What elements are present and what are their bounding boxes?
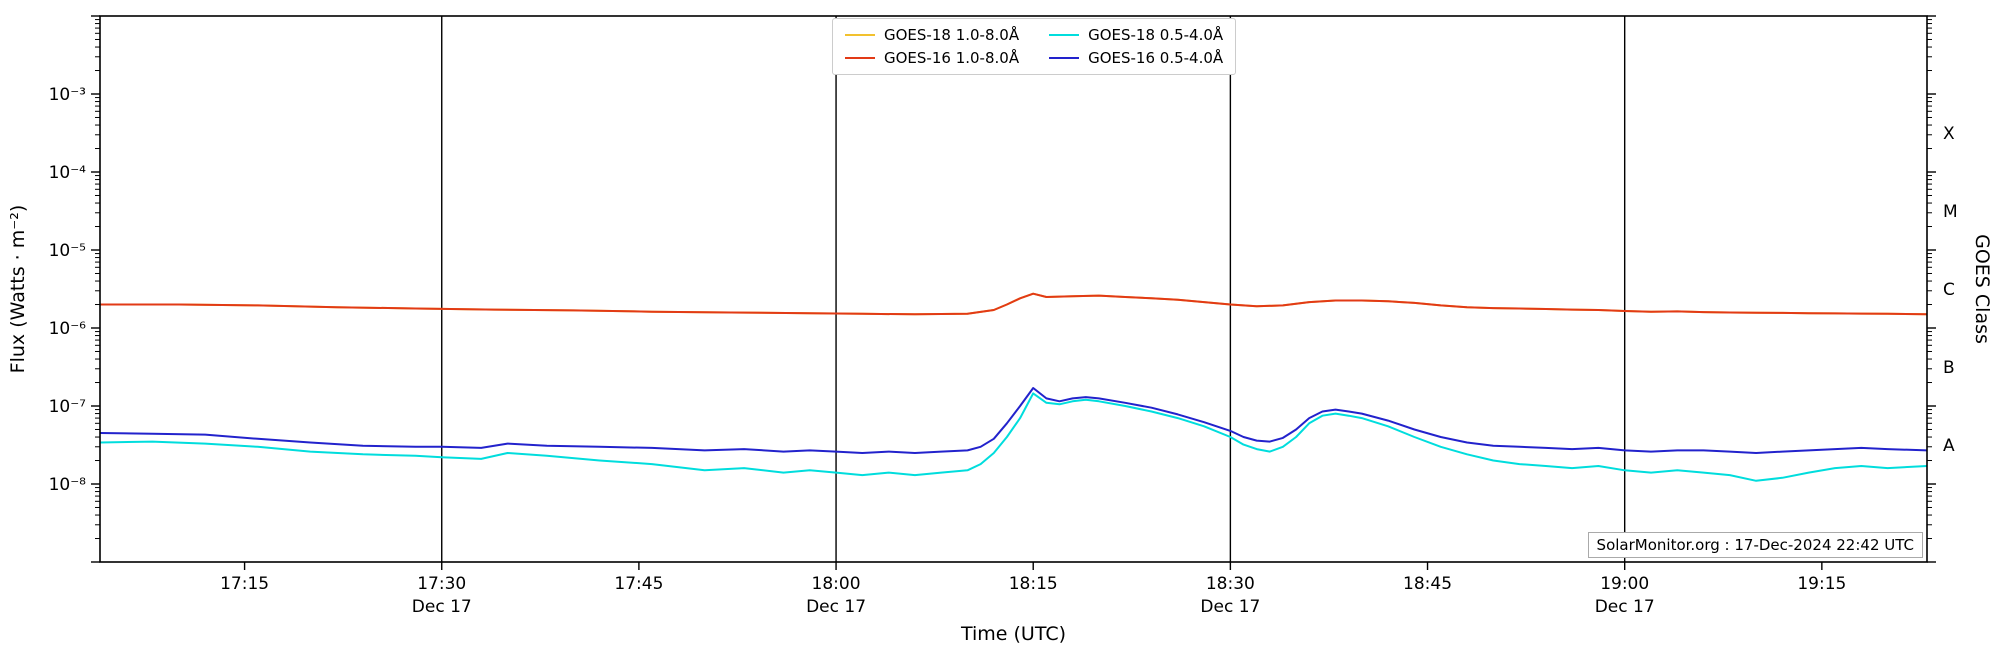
y-tick-label: 10⁻⁸: [49, 475, 87, 495]
y-tick-label: 10⁻⁵: [49, 241, 86, 261]
y-tick-label: 10⁻⁶: [49, 319, 87, 339]
x-tick-label: 19:15: [1797, 574, 1846, 594]
legend-label: GOES-16 0.5-4.0Å: [1088, 49, 1224, 67]
y-tick-label: 10⁻⁴: [49, 163, 87, 183]
legend: GOES-18 1.0-8.0Å GOES-16 1.0-8.0Å GOES-18 …: [832, 18, 1237, 75]
goes-class-label: B: [1943, 358, 1955, 378]
goes-class-label: C: [1943, 280, 1955, 300]
x-tick-label: 19:00: [1600, 574, 1649, 594]
series-line-3: [100, 392, 1927, 482]
right-axis-title: GOES Class: [1971, 234, 1993, 344]
series-line-4: [100, 387, 1927, 454]
plot-background: [100, 16, 1927, 562]
x-tick-label: 18:45: [1403, 574, 1452, 594]
x-tick-label: 17:30: [417, 574, 466, 594]
legend-line-swatch: [1049, 34, 1080, 36]
x-axis-title: Time (UTC): [960, 623, 1066, 645]
x-tick-label: 17:15: [220, 574, 269, 594]
legend-line-swatch: [1049, 57, 1080, 59]
x-tick-label: 18:15: [1009, 574, 1058, 594]
goes-class-label: A: [1943, 436, 1955, 456]
legend-line-swatch: [845, 57, 875, 59]
legend-line-swatch: [845, 34, 875, 36]
x-day-label: Dec 17: [1200, 597, 1260, 617]
x-tick-label: 17:45: [614, 574, 663, 594]
y-tick-label: 10⁻⁷: [49, 397, 87, 417]
legend-item-1: GOES-18 1.0-8.0Å: [845, 26, 1019, 44]
y-tick-label: 10⁻³: [49, 85, 86, 105]
series-line-2: [100, 292, 1927, 316]
x-day-label: Dec 17: [412, 597, 472, 617]
x-day-label: Dec 17: [1595, 597, 1655, 617]
series-group: [100, 292, 1927, 482]
legend-item-4: GOES-16 0.5-4.0Å: [1049, 49, 1223, 67]
x-tick-label: 18:30: [1206, 574, 1255, 594]
x-tick-label: 18:00: [812, 574, 861, 594]
legend-label: GOES-16 1.0-8.0Å: [884, 49, 1020, 67]
solarmonitor-annotation: SolarMonitor.org : 17-Dec-2024 22:42 UTC: [1587, 532, 1923, 558]
goes-class-label: X: [1943, 124, 1955, 144]
plot-frame: [99, 15, 1928, 563]
goes-class-label: M: [1943, 202, 1958, 222]
y-axis-title: Flux (Watts · m⁻²): [7, 205, 29, 374]
legend-item-2: GOES-16 1.0-8.0Å: [845, 49, 1019, 67]
legend-label: GOES-18 1.0-8.0Å: [884, 26, 1020, 44]
x-day-label: Dec 17: [806, 597, 866, 617]
legend-item-3: GOES-18 0.5-4.0Å: [1049, 26, 1223, 44]
legend-label: GOES-18 0.5-4.0Å: [1088, 26, 1224, 44]
